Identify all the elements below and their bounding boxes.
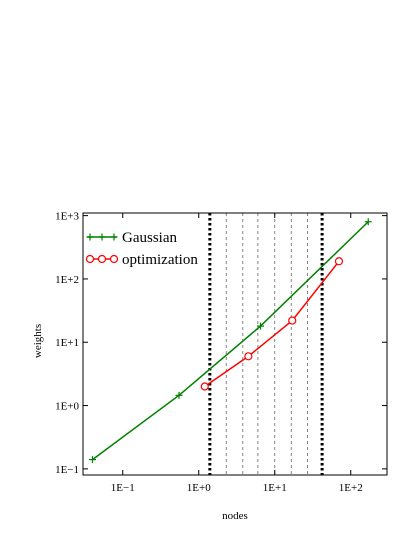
legend-marker [85,254,95,264]
y-tick-label: 1E+0 [55,401,79,413]
series-line-gaussian [92,221,369,461]
data-point [244,352,253,361]
x-tick-label: 1E−1 [111,482,135,494]
y-tick-label: 1E−1 [55,464,79,476]
legend-marker [86,233,94,241]
plot-frame [82,212,388,476]
y-tick-label: 1E+3 [55,211,79,223]
data-point [200,382,209,391]
legend-label: Gaussian [122,230,177,246]
plot-area [208,213,324,475]
data-point [175,391,183,399]
x-tick-label: 1E+1 [263,482,287,494]
y-axis-label: weights [32,324,44,358]
data-point [257,322,265,330]
legend-marker [98,233,106,241]
legend-marker [109,254,119,264]
axes: 1E−1 1E+0 1E+1 1E+2 1E−1 1E+0 1E+1 1E+2 1E+3 [55,211,388,494]
series-layer [88,218,372,464]
legend: Gaussian optimization [85,230,198,268]
data-point [364,218,372,226]
legend-marker [97,254,107,264]
data-point [334,257,344,266]
y-tick-label: 1E+1 [55,337,79,349]
legend-marker [110,233,118,241]
y-tick-label: 1E+2 [55,274,79,286]
data-point [88,456,96,464]
data-point [288,316,297,325]
x-tick-label: 1E+0 [187,482,211,494]
legend-label: optimization [122,252,198,268]
x-tick-label: 1E+2 [339,482,363,494]
x-axis-label: nodes [222,510,248,522]
series-line-optimization [204,260,340,388]
